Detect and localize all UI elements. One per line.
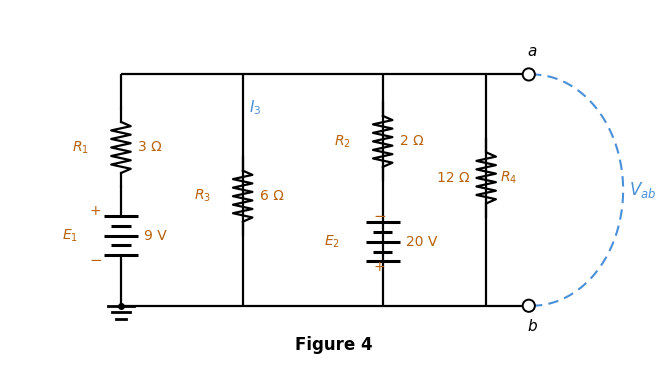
Text: 6 Ω: 6 Ω [260,189,284,203]
Text: Figure 4: Figure 4 [295,336,373,354]
Text: $E_1$: $E_1$ [62,227,78,244]
Text: +: + [90,204,101,218]
Text: 20 V: 20 V [406,235,437,249]
Text: $R_1$: $R_1$ [72,139,90,156]
Text: $R_2$: $R_2$ [334,133,351,149]
Text: +: + [374,261,385,275]
Text: $I_3$: $I_3$ [248,99,261,117]
Text: a: a [527,44,536,59]
Text: b: b [527,319,536,334]
Circle shape [522,68,535,81]
Text: 3 Ω: 3 Ω [138,141,162,155]
Text: $V_{ab}$: $V_{ab}$ [629,180,657,200]
Text: $R_4$: $R_4$ [500,170,517,186]
Circle shape [522,300,535,312]
Text: 12 Ω: 12 Ω [436,171,469,185]
Text: 2 Ω: 2 Ω [399,134,424,148]
Text: $E_2$: $E_2$ [324,234,340,250]
Text: −: − [373,209,386,224]
Text: −: − [89,252,102,268]
Text: $R_3$: $R_3$ [194,188,211,204]
Text: 9 V: 9 V [144,229,167,243]
